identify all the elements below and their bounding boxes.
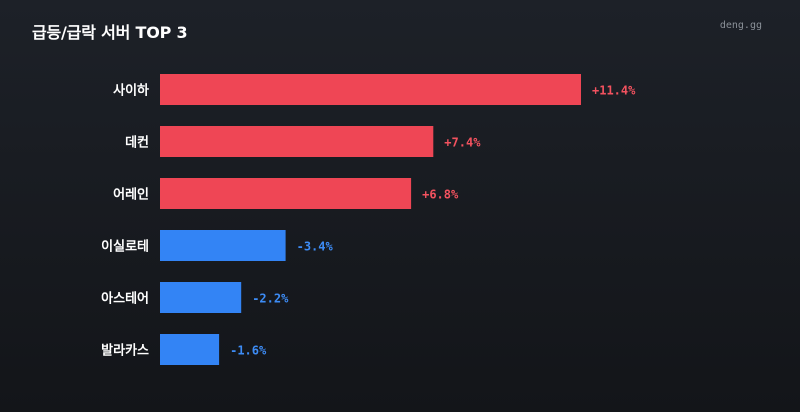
- value-label: -1.6%: [230, 344, 267, 358]
- bar: [160, 334, 220, 365]
- value-label: +7.4%: [444, 136, 481, 150]
- value-label: -2.2%: [252, 292, 289, 306]
- bar: [160, 178, 412, 209]
- value-label: +11.4%: [592, 84, 636, 98]
- bar: [160, 282, 242, 313]
- chart-title: 급등/급락 서버 TOP 3: [32, 23, 188, 42]
- value-label: +6.8%: [422, 188, 459, 202]
- category-label: 이실로테: [101, 239, 149, 255]
- bar: [160, 74, 581, 105]
- category-label: 데컨: [125, 135, 149, 151]
- category-label: 사이하: [113, 83, 149, 99]
- value-label: -3.4%: [297, 240, 334, 254]
- brand-label: deng.gg: [719, 20, 762, 31]
- category-label: 어레인: [113, 187, 149, 203]
- bar: [160, 126, 434, 157]
- category-label: 발라카스: [101, 343, 149, 359]
- bar: [160, 230, 286, 261]
- category-label: 아스테어: [101, 291, 149, 307]
